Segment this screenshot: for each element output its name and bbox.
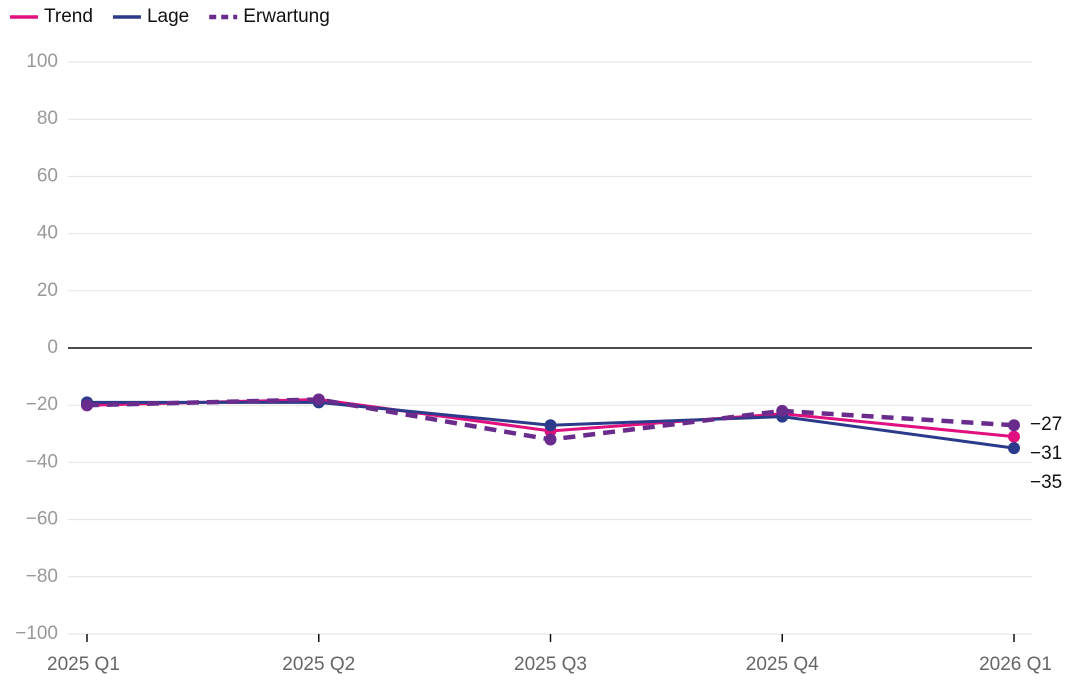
y-tick-label: 40 — [37, 223, 58, 244]
value-label: −35 — [1030, 472, 1062, 493]
point — [1008, 419, 1020, 432]
x-tick-label: 2025 Q2 — [282, 654, 355, 675]
y-tick-label: −40 — [26, 451, 58, 472]
y-tick-label: 80 — [37, 108, 58, 129]
point — [312, 393, 325, 406]
y-tick-label: −60 — [26, 509, 58, 530]
x-tick-label: 2025 Q1 — [47, 654, 120, 675]
legend-label: Lage — [147, 6, 189, 27]
y-tick-label: −100 — [15, 623, 58, 644]
x-tick-label: 2025 Q4 — [746, 654, 819, 675]
point — [1008, 430, 1020, 443]
point — [544, 433, 557, 446]
y-tick-label: 60 — [37, 165, 58, 186]
series — [81, 393, 1020, 446]
point — [81, 399, 93, 412]
value-label: −31 — [1030, 443, 1062, 464]
y-tick-label: −80 — [26, 566, 58, 587]
point — [1008, 442, 1020, 455]
y-tick-label: 20 — [37, 280, 58, 301]
legend-label: Erwartung — [243, 6, 330, 27]
y-tick-label: −20 — [26, 394, 58, 415]
y-tick-label: 100 — [26, 51, 58, 72]
point — [544, 419, 557, 432]
legend-label: Trend — [44, 6, 93, 27]
value-label: −27 — [1030, 414, 1062, 435]
x-tick-label: 2026 Q1 — [979, 654, 1052, 675]
point — [776, 404, 789, 417]
x-tick-label: 2025 Q3 — [514, 654, 587, 675]
y-tick-label: 0 — [47, 337, 58, 358]
